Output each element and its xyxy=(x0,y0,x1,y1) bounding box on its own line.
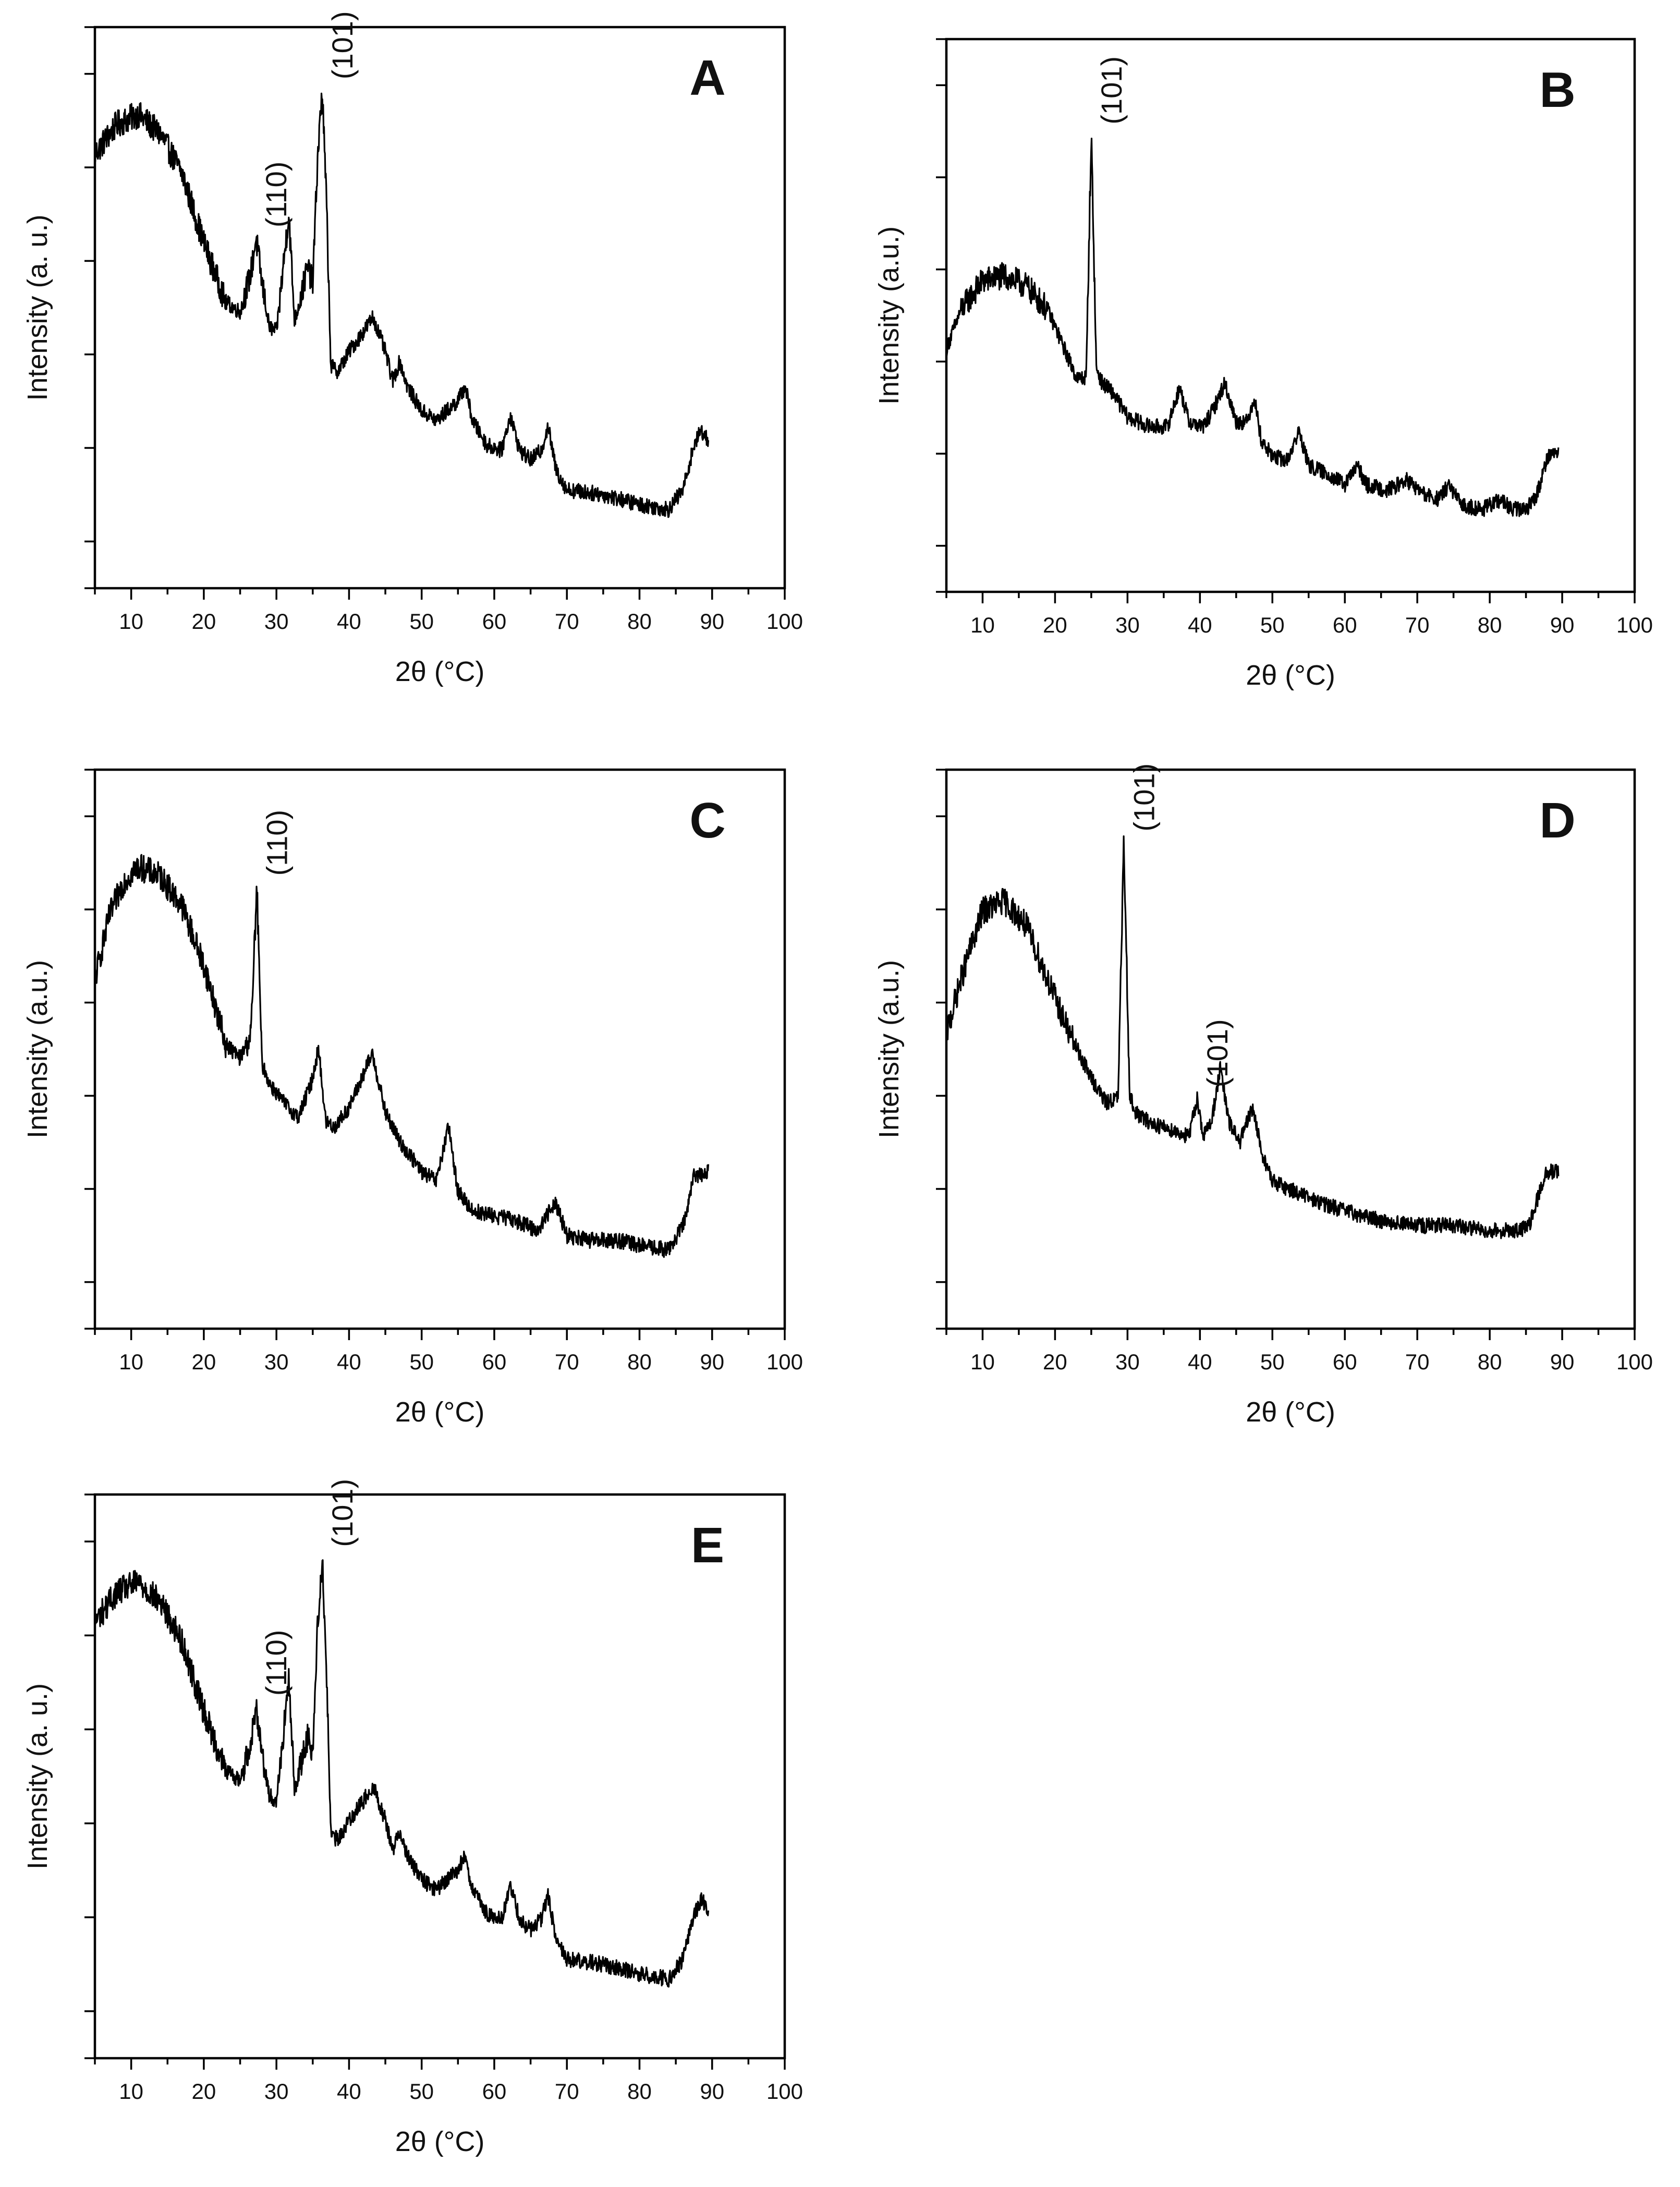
x-tick-label: 80 xyxy=(627,2079,652,2104)
chart-panel-b: 10 20 30 40 50 60 70 80 90 100 2θ (°C) Intensity (a… xyxy=(873,38,1653,691)
x-axis-title: 2θ (°C) xyxy=(1246,1396,1335,1428)
x-tick-label: 40 xyxy=(337,1350,361,1374)
x-tick-label: 100 xyxy=(766,609,803,634)
axis-frame xyxy=(93,26,786,590)
x-tick-label: 60 xyxy=(482,1350,507,1374)
x-axis-title: 2θ (°C) xyxy=(395,2126,485,2157)
panel-letter: D xyxy=(1539,793,1575,848)
x-tick-label: 60 xyxy=(482,2079,507,2104)
panel-letter: E xyxy=(691,1517,724,1573)
x-tick-label: 50 xyxy=(1260,1350,1285,1374)
chart-panel-c: 10 20 30 40 50 60 70 80 90 100 2θ (°C) Intensity (a… xyxy=(22,768,803,1428)
x-tick-label: 90 xyxy=(1550,1350,1575,1374)
x-tick-label: 10 xyxy=(119,2079,143,2104)
peak-label: (110) xyxy=(261,810,294,876)
peak-label: (101) xyxy=(1095,56,1128,125)
x-tick-label: 30 xyxy=(1115,1350,1140,1374)
peak-label: (101) xyxy=(1127,763,1160,832)
x-tick-label: 10 xyxy=(119,1350,143,1374)
axis-frame xyxy=(945,768,1636,1330)
peak-label: (101) xyxy=(326,11,359,79)
axis-frame xyxy=(93,1493,786,2060)
series-a-trace xyxy=(94,92,710,518)
x-tick-label: 40 xyxy=(337,609,361,634)
x-tick-label: 50 xyxy=(409,2079,434,2104)
x-tick-label: 50 xyxy=(409,609,434,634)
x-tick-label: 50 xyxy=(1260,613,1285,637)
x-tick-label: 20 xyxy=(192,2079,216,2104)
x-tick-label: 70 xyxy=(555,2079,579,2104)
peak-label: (110) xyxy=(260,162,293,228)
panel-letter: C xyxy=(689,793,725,848)
x-axis-title: 2θ (°C) xyxy=(395,656,485,687)
x-tick-label: 90 xyxy=(700,1350,724,1374)
x-tick-label: 90 xyxy=(700,609,724,634)
chart-panel-a: 10 20 30 40 50 60 70 80 90 100 2θ (°C) Intensity (a… xyxy=(22,11,803,687)
x-tick-label: 80 xyxy=(627,1350,652,1374)
x-tick-label: 30 xyxy=(264,2079,289,2104)
x-tick-label: 10 xyxy=(970,1350,995,1374)
x-tick-label: 70 xyxy=(1405,1350,1430,1374)
x-tick-label: 10 xyxy=(970,613,995,637)
x-tick-label: 100 xyxy=(1616,613,1653,637)
y-axis-title: Intensity (a.u.) xyxy=(873,960,905,1138)
chart-panel-e: 10 20 30 40 50 60 70 80 90 100 2θ (°C) Intensity (a… xyxy=(22,1479,803,2157)
x-tick-label: 100 xyxy=(1616,1350,1653,1374)
x-tick-label: 50 xyxy=(409,1350,434,1374)
series-c-trace xyxy=(94,854,710,1258)
x-tick-label: 30 xyxy=(1115,613,1140,637)
x-tick-label: 30 xyxy=(264,609,289,634)
y-axis-title: Intensity (a. u.) xyxy=(22,214,53,400)
axis-frame xyxy=(945,38,1636,593)
x-tick-label: 30 xyxy=(264,1350,289,1374)
x-tick-label: 90 xyxy=(700,2079,724,2104)
x-tick-label: 70 xyxy=(555,1350,579,1374)
x-tick-label: 10 xyxy=(119,609,143,634)
x-tick-label: 20 xyxy=(1043,1350,1067,1374)
x-tick-label: 40 xyxy=(1188,1350,1212,1374)
x-tick-label: 90 xyxy=(1550,613,1575,637)
series-e-trace xyxy=(94,1559,710,1988)
x-tick-label: 70 xyxy=(555,609,579,634)
x-axis-title: 2θ (°C) xyxy=(395,1396,485,1428)
x-tick-label: 20 xyxy=(192,609,216,634)
x-tick-label: 40 xyxy=(337,2079,361,2104)
x-tick-label: 60 xyxy=(482,609,507,634)
x-tick-label: 70 xyxy=(1405,613,1430,637)
peak-label: (110) xyxy=(260,1630,293,1696)
axis-frame xyxy=(93,768,786,1330)
peak-label: (101) xyxy=(326,1479,359,1547)
x-tick-label: 100 xyxy=(766,1350,803,1374)
x-tick-label: 80 xyxy=(1478,1350,1502,1374)
chart-panel-d: 10 20 30 40 50 60 70 80 90 100 2θ (°C) Intensity (a… xyxy=(873,763,1653,1428)
x-tick-label: 80 xyxy=(1478,613,1502,637)
peak-label: (101) xyxy=(1201,1019,1234,1087)
y-axis-title: Intensity (a.u.) xyxy=(873,226,905,405)
x-tick-label: 100 xyxy=(766,2079,803,2104)
x-tick-label: 20 xyxy=(1043,613,1067,637)
x-tick-label: 40 xyxy=(1188,613,1212,637)
panel-letter: A xyxy=(689,50,725,106)
panel-letter: B xyxy=(1539,62,1575,118)
y-axis-title: Intensity (a.u.) xyxy=(22,960,53,1138)
x-tick-label: 60 xyxy=(1333,613,1357,637)
x-tick-label: 80 xyxy=(627,609,652,634)
series-b-trace xyxy=(945,138,1560,517)
y-axis-title: Intensity (a. u.) xyxy=(22,1683,53,1869)
series-d-trace xyxy=(945,835,1560,1240)
x-tick-label: 20 xyxy=(192,1350,216,1374)
x-axis-title: 2θ (°C) xyxy=(1246,660,1335,691)
x-tick-label: 60 xyxy=(1333,1350,1357,1374)
